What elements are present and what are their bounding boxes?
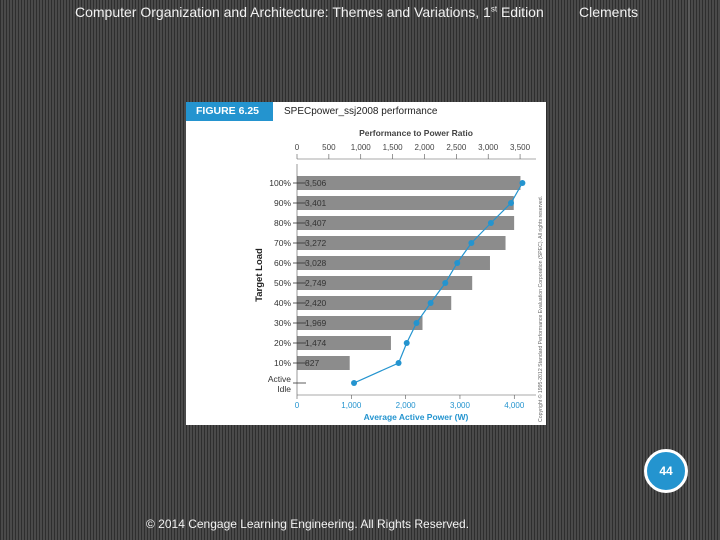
axes-layer [293,154,536,399]
figure-label: FIGURE 6.25 [186,102,273,121]
bar-value-label-4: 3,028 [305,258,327,268]
category-label-0: 100% [269,178,291,188]
bottom-tick-label-3: 3,000 [450,401,471,410]
bar-value-label-9: 827 [305,358,319,368]
figure-credit: Copyright © 1995-2012 Standard Performan… [537,196,544,422]
header-title-sup: st [490,4,498,14]
category-label-10: Active Idle [268,374,291,394]
bar-2 [297,216,515,230]
power-point-4 [454,260,461,266]
bar-1 [297,196,514,210]
category-label-10-line-1: Idle [277,384,291,394]
power-point-6 [427,300,434,306]
bar-value-label-3: 3,272 [305,238,327,248]
power-point-8 [403,340,410,346]
category-label-1: 90% [274,198,291,208]
figure-title: SPECpower_ssj2008 performance [284,106,438,117]
bottom-axis-title: Average Active Power (W) [364,412,469,422]
right-rail [688,0,690,540]
header-title-end: Edition [497,4,544,20]
category-label-6: 40% [274,298,291,308]
bar-4 [297,256,490,270]
category-label-10-line-0: Active [268,374,291,384]
bar-6 [297,296,452,310]
category-label-2: 80% [274,218,291,228]
power-point-1 [508,200,515,206]
slide-header-author: Clements [579,4,639,20]
bar-value-label-7: 1,969 [305,318,327,328]
text-layer: 100% 90% 80% 70% 60% 50% 40% 30% 20% 10% Active Idl… [254,128,544,422]
power-point-9 [395,360,402,366]
y-axis-title: Target Load [254,248,265,302]
top-tick-label-6: 3,000 [478,143,499,152]
power-point-2 [487,220,494,226]
power-point-0 [519,180,526,186]
top-tick-label-2: 1,000 [351,143,372,152]
line-layer [351,180,526,386]
bar-value-label-2: 3,407 [305,218,327,228]
category-label-5: 50% [274,278,291,288]
top-axis-title: Performance to Power Ratio [359,128,473,138]
slide-header-title: Computer Organization and Architecture: … [75,4,544,20]
top-tick-label-0: 0 [295,143,300,152]
bar-3 [297,236,506,250]
power-point-10 [351,380,358,386]
page-number-badge: 44 [644,449,688,493]
bar-value-label-8: 1,474 [305,338,327,348]
spec-power-chart: 100% 90% 80% 70% 60% 50% 40% 30% 20% 10% Active Idl… [254,128,544,422]
bars-layer [297,176,521,370]
header-title-main: Computer Organization and Architecture: … [75,4,491,20]
category-label-8: 20% [274,338,291,348]
bottom-tick-label-1: 1,000 [341,401,362,410]
bottom-tick-label-0: 0 [295,401,300,410]
top-tick-label-5: 2,500 [446,143,467,152]
bar-value-label-6: 2,420 [305,298,327,308]
bottom-tick-label-4: 4,000 [504,401,525,410]
top-tick-label-3: 1,500 [383,143,404,152]
top-tick-label-1: 500 [322,143,336,152]
power-point-5 [442,280,449,286]
power-point-7 [413,320,420,326]
top-tick-label-7: 3,500 [510,143,531,152]
figure-panel: FIGURE 6.25 SPECpower_ssj2008 performanc… [186,102,546,425]
category-label-3: 70% [274,238,291,248]
bar-7 [297,316,423,330]
bar-value-label-1: 3,401 [305,198,327,208]
power-point-3 [468,240,475,246]
bar-value-label-5: 2,749 [305,278,327,288]
copyright-footer: © 2014 Cengage Learning Engineering. All… [146,517,470,531]
top-tick-label-4: 2,000 [414,143,435,152]
category-label-7: 30% [274,318,291,328]
category-label-9: 10% [274,358,291,368]
bottom-tick-label-2: 2,000 [396,401,417,410]
bar-8 [297,336,391,350]
bar-value-label-0: 3,506 [305,178,327,188]
bar-0 [297,176,521,190]
bar-9 [297,356,350,370]
category-label-4: 60% [274,258,291,268]
bar-5 [297,276,473,290]
